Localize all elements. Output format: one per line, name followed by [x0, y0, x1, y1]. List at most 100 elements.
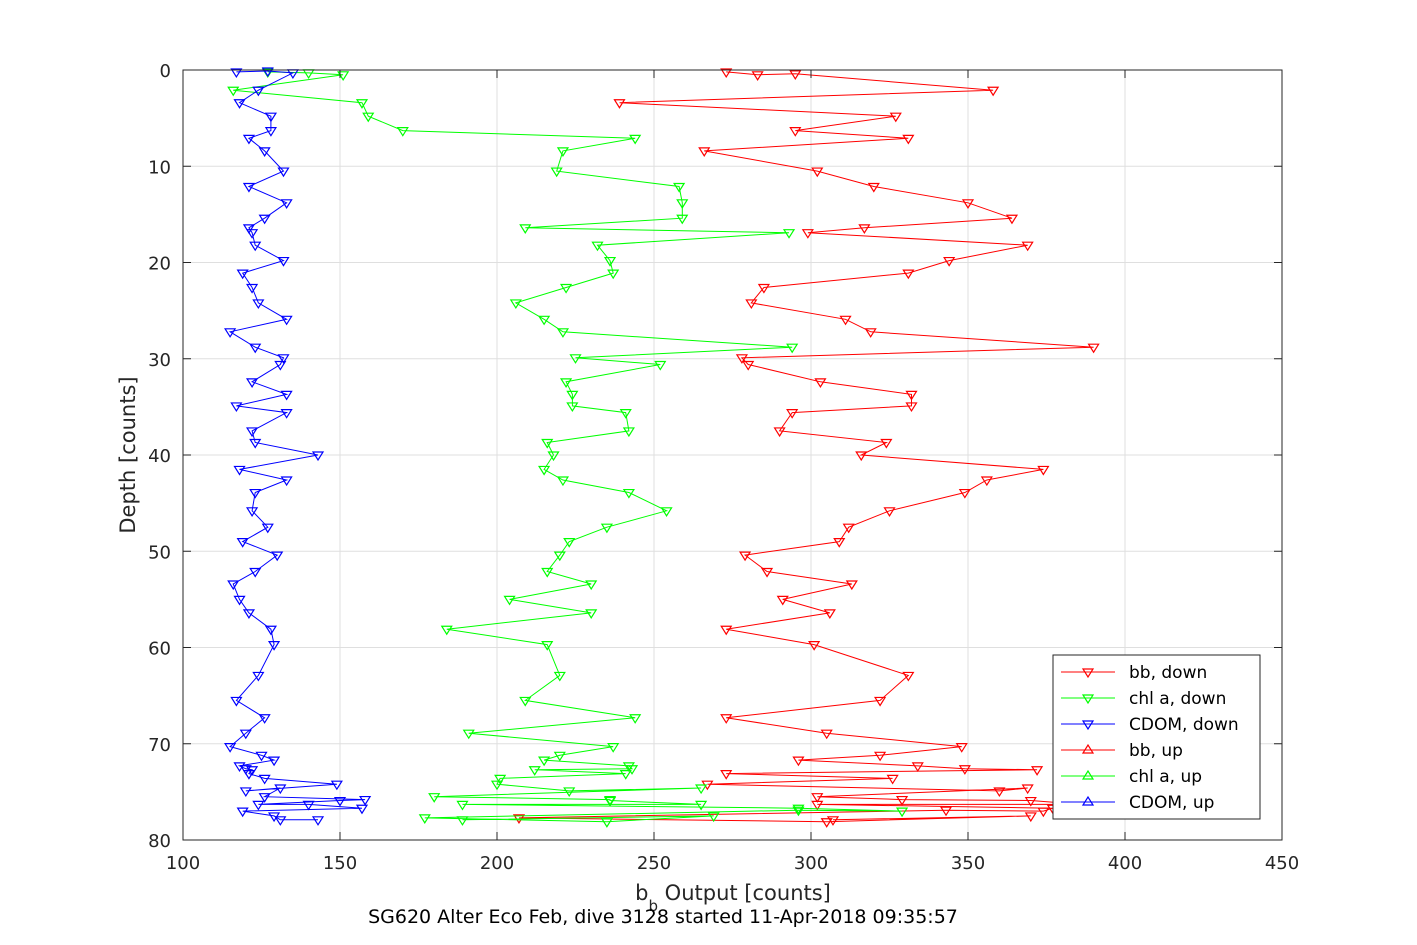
x-axis-label: bb Output [counts] — [635, 881, 831, 915]
y-axis-label: Depth [counts] — [116, 376, 140, 533]
data-point — [541, 641, 554, 651]
data-point — [428, 793, 441, 803]
data-point — [695, 800, 708, 811]
x-tick-label: 150 — [323, 853, 357, 874]
y-tick-label: 70 — [148, 735, 171, 756]
data-point — [494, 774, 507, 785]
data-point — [958, 765, 971, 775]
data-point — [864, 328, 877, 338]
data-point — [245, 283, 259, 294]
data-point — [654, 360, 667, 371]
data-point — [224, 328, 237, 338]
data-point — [629, 714, 642, 724]
legend-entry: bb, down — [1129, 663, 1207, 683]
legend-marker — [1081, 795, 1095, 806]
data-point — [330, 780, 343, 791]
data-point — [538, 756, 551, 767]
data-point — [1037, 807, 1050, 818]
data-point — [556, 147, 570, 157]
data-point — [249, 343, 262, 354]
legend-entry: bb, up — [1129, 741, 1183, 761]
data-point — [236, 269, 249, 280]
data-point — [720, 68, 733, 79]
data-point — [673, 182, 686, 193]
x-axis-label-subscript: b — [648, 897, 658, 915]
data-point — [509, 299, 522, 310]
data-point — [553, 551, 566, 562]
data-point — [823, 609, 836, 619]
data-point — [245, 378, 259, 388]
data-point — [855, 451, 868, 462]
data-point — [563, 787, 576, 798]
data-point — [255, 751, 268, 762]
data-point — [987, 86, 1000, 97]
data-point — [867, 182, 880, 193]
data-point — [707, 812, 720, 823]
data-point — [786, 343, 799, 354]
data-point — [811, 800, 824, 811]
data-point — [1021, 241, 1034, 252]
data-point — [619, 769, 632, 780]
data-point — [629, 134, 642, 145]
data-point — [258, 214, 271, 225]
y-tick-label: 10 — [148, 157, 171, 178]
data-point — [811, 167, 824, 178]
data-point — [905, 402, 918, 413]
data-point — [242, 224, 256, 234]
data-point — [566, 402, 579, 413]
data-point — [622, 762, 635, 773]
axis-ticks: 100 150 200 250 300 350 400 450 0 10 20 30 40 50 60 70 8… — [148, 61, 1299, 874]
data-point — [773, 427, 786, 438]
data-point — [993, 787, 1006, 798]
data-point — [252, 671, 265, 682]
data-point — [1037, 465, 1050, 476]
data-point — [660, 507, 673, 517]
data-point — [902, 671, 915, 682]
data-point — [462, 729, 475, 740]
data-point — [676, 214, 689, 225]
series-0 — [512, 68, 1100, 828]
data-point — [1087, 343, 1100, 354]
data-point — [227, 580, 240, 591]
data-point — [902, 134, 915, 145]
data-point — [440, 625, 453, 636]
data-point — [553, 671, 566, 682]
data-point — [883, 507, 896, 517]
data-point — [258, 147, 271, 157]
y-tick-label: 0 — [160, 61, 171, 82]
data-point — [958, 488, 971, 499]
data-point — [720, 625, 733, 636]
y-tick-label: 20 — [148, 254, 171, 275]
data-point — [607, 743, 620, 753]
data-point — [236, 807, 249, 818]
legend-entry: CDOM, up — [1129, 793, 1214, 813]
data-point — [559, 283, 573, 294]
data-point — [277, 354, 290, 364]
data-point — [538, 315, 551, 326]
data-point — [789, 127, 802, 137]
data-point — [245, 427, 259, 438]
data-point — [1024, 796, 1037, 807]
data-point — [553, 751, 566, 762]
y-tick-label: 80 — [148, 831, 171, 852]
data-point — [252, 299, 265, 310]
data-point — [333, 796, 347, 807]
data-point — [556, 476, 570, 487]
data-point — [264, 127, 278, 137]
data-point — [751, 71, 764, 81]
x-tick-label: 250 — [637, 853, 671, 874]
data-point — [559, 378, 573, 388]
data-point — [625, 765, 639, 775]
data-point — [789, 70, 802, 80]
data-point — [1005, 214, 1019, 225]
data-point — [566, 390, 579, 401]
data-point — [252, 800, 265, 811]
data-point — [396, 127, 409, 137]
data-point — [676, 199, 689, 209]
legend-marker — [1081, 720, 1095, 731]
data-point — [249, 438, 262, 449]
data-point — [720, 769, 733, 780]
x-tick-label: 100 — [166, 853, 200, 874]
data-point — [619, 409, 632, 419]
